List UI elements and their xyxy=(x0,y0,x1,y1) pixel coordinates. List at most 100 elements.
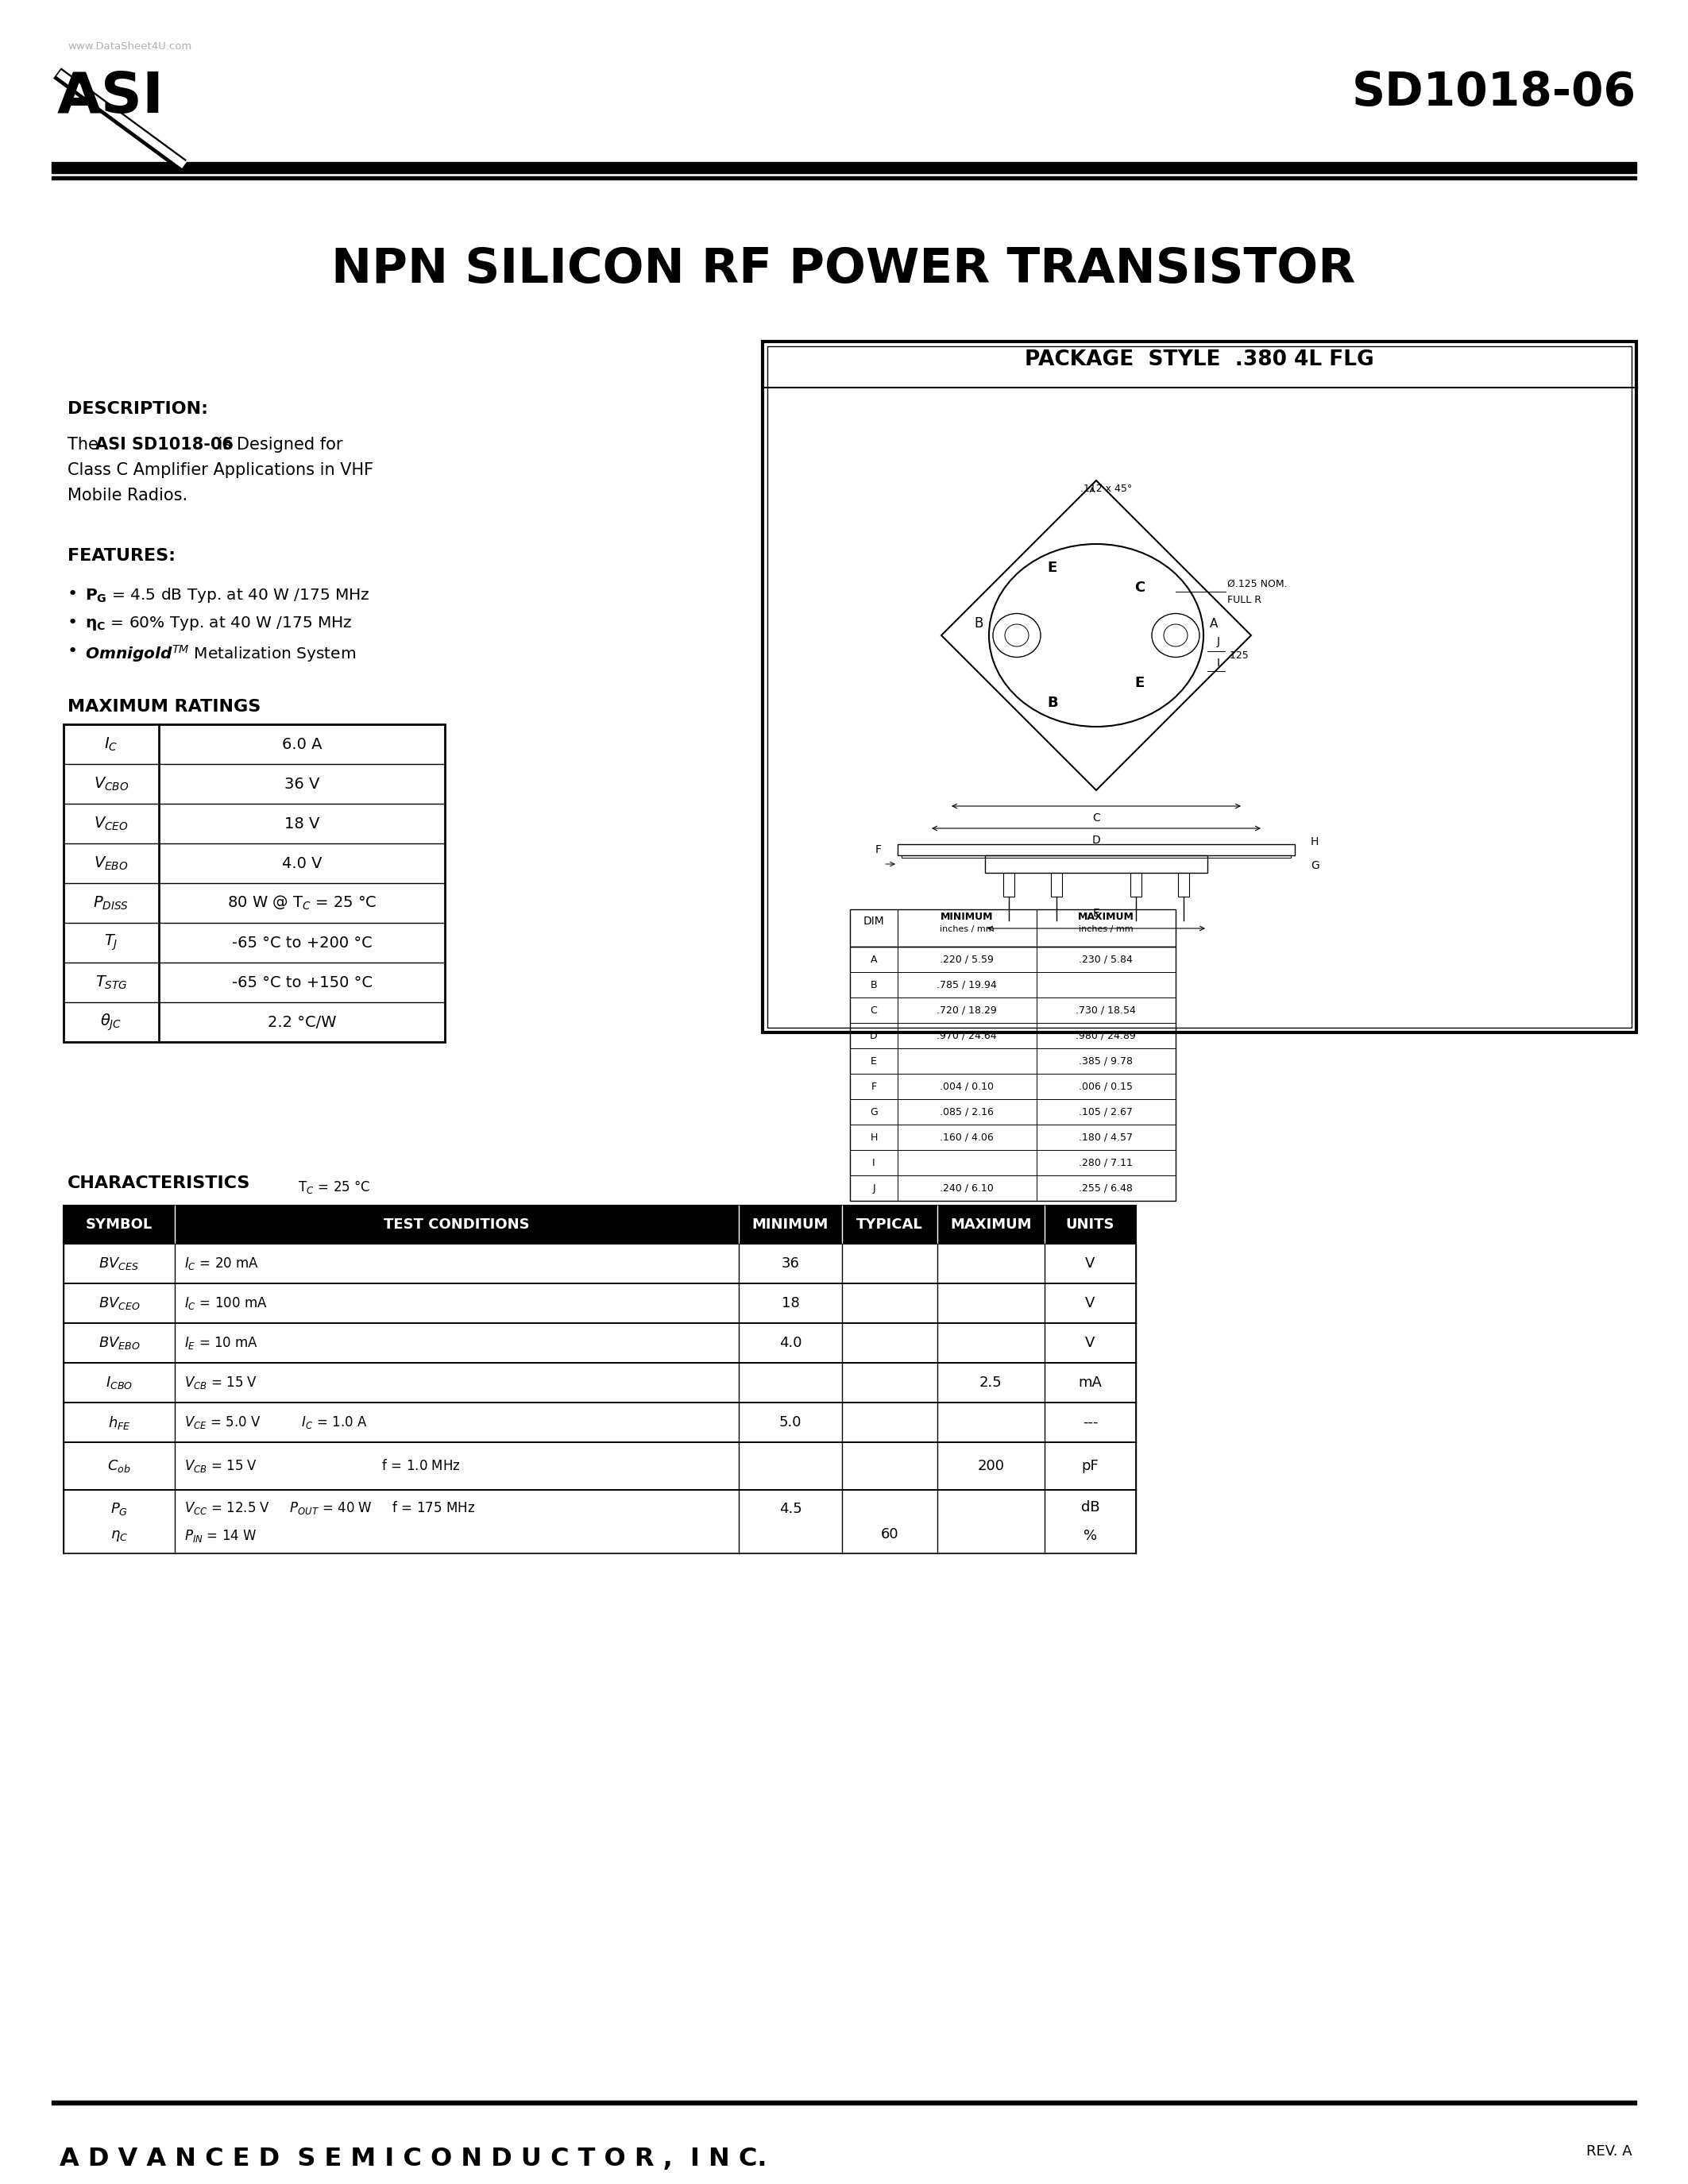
Text: $P_G$: $P_G$ xyxy=(110,1500,128,1518)
Text: Mobile Radios.: Mobile Radios. xyxy=(68,487,187,505)
Text: G: G xyxy=(869,1107,878,1116)
Text: $V_{EBO}$: $V_{EBO}$ xyxy=(95,854,128,871)
Text: C: C xyxy=(1092,812,1101,823)
Text: E: E xyxy=(1048,561,1057,574)
Text: $V_{CEO}$: $V_{CEO}$ xyxy=(95,815,128,832)
Bar xyxy=(64,1489,1136,1553)
Bar xyxy=(64,1363,1136,1402)
Text: -65 °C to +150 °C: -65 °C to +150 °C xyxy=(231,974,371,989)
Text: dB: dB xyxy=(1080,1500,1099,1516)
Text: E: E xyxy=(1092,909,1099,919)
Text: The: The xyxy=(68,437,103,452)
Text: CHARACTERISTICS: CHARACTERISTICS xyxy=(68,1175,250,1190)
Text: $V_{CE}$ = 5.0 V          $I_C$ = 1.0 A: $V_{CE}$ = 5.0 V $I_C$ = 1.0 A xyxy=(184,1415,368,1431)
Text: .385 / 9.78: .385 / 9.78 xyxy=(1079,1055,1133,1066)
Text: .730 / 18.54: .730 / 18.54 xyxy=(1075,1005,1136,1016)
Text: $\bfit{Omnigold}$$^{TM}$ Metalization System: $\bfit{Omnigold}$$^{TM}$ Metalization Sy… xyxy=(84,644,356,664)
Bar xyxy=(1003,874,1014,898)
Text: .980 / 24.89: .980 / 24.89 xyxy=(1075,1031,1136,1042)
Text: SD1018-06: SD1018-06 xyxy=(1352,70,1636,116)
Text: .125: .125 xyxy=(1227,651,1249,660)
Text: $\mathbf{\eta_C}$ = 60% Typ. at 40 W /175 MHz: $\mathbf{\eta_C}$ = 60% Typ. at 40 W /17… xyxy=(84,614,353,631)
Text: $I_E$ = 10 mA: $I_E$ = 10 mA xyxy=(184,1334,258,1352)
Text: 80 W @ T$_C$ = 25 °C: 80 W @ T$_C$ = 25 °C xyxy=(226,893,376,913)
Text: $I_C$ = 20 mA: $I_C$ = 20 mA xyxy=(184,1256,258,1271)
Text: $V_{CBO}$: $V_{CBO}$ xyxy=(93,775,128,793)
Bar xyxy=(1052,874,1062,898)
Text: A: A xyxy=(871,954,878,965)
Text: •: • xyxy=(68,644,78,660)
Text: V: V xyxy=(1085,1337,1096,1350)
Bar xyxy=(52,162,1636,173)
Text: .785 / 19.94: .785 / 19.94 xyxy=(937,981,998,989)
Bar xyxy=(898,845,1295,856)
Text: $\mathbf{P_G}$ = 4.5 dB Typ. at 40 W /175 MHz: $\mathbf{P_G}$ = 4.5 dB Typ. at 40 W /17… xyxy=(84,585,370,605)
Bar xyxy=(64,1206,1136,1243)
Text: 4.0: 4.0 xyxy=(780,1337,802,1350)
Text: $C_{ob}$: $C_{ob}$ xyxy=(108,1459,132,1474)
Text: .180 / 4.57: .180 / 4.57 xyxy=(1079,1131,1133,1142)
Bar xyxy=(986,856,1207,874)
Text: MAXIMUM: MAXIMUM xyxy=(1077,911,1134,922)
Text: Ø.125 NOM.: Ø.125 NOM. xyxy=(1227,579,1288,590)
Text: mA: mA xyxy=(1079,1376,1102,1389)
Bar xyxy=(1131,874,1141,898)
Text: $I_C$: $I_C$ xyxy=(105,736,118,753)
Bar xyxy=(64,725,446,1042)
Text: is Designed for: is Designed for xyxy=(213,437,343,452)
Text: MAXIMUM: MAXIMUM xyxy=(950,1216,1031,1232)
Text: 2.2 °C/W: 2.2 °C/W xyxy=(267,1016,336,1029)
Text: FULL R: FULL R xyxy=(1227,594,1261,605)
Text: UNITS: UNITS xyxy=(1065,1216,1114,1232)
Bar xyxy=(64,1324,1136,1363)
Bar xyxy=(52,177,1636,179)
Bar xyxy=(64,1441,1136,1489)
Text: pF: pF xyxy=(1082,1459,1099,1474)
Text: TEST CONDITIONS: TEST CONDITIONS xyxy=(383,1216,530,1232)
Text: •: • xyxy=(68,614,78,631)
Text: 6.0 A: 6.0 A xyxy=(282,736,322,751)
Text: inches / mm: inches / mm xyxy=(1079,926,1133,933)
Text: .230 / 5.84: .230 / 5.84 xyxy=(1079,954,1133,965)
Text: REV. A: REV. A xyxy=(1587,2145,1632,2158)
Text: B: B xyxy=(871,981,878,989)
Text: $BV_{EBO}$: $BV_{EBO}$ xyxy=(98,1334,140,1352)
Bar xyxy=(64,1284,1136,1324)
Text: V: V xyxy=(1085,1295,1096,1310)
Text: .160 / 4.06: .160 / 4.06 xyxy=(940,1131,994,1142)
Text: FEATURES:: FEATURES: xyxy=(68,548,176,563)
Text: .220 / 5.59: .220 / 5.59 xyxy=(940,954,994,965)
Text: $V_{CB}$ = 15 V: $V_{CB}$ = 15 V xyxy=(184,1374,258,1391)
Text: 36 V: 36 V xyxy=(284,775,319,791)
Text: V: V xyxy=(1085,1256,1096,1271)
Text: inches / mm: inches / mm xyxy=(940,926,994,933)
Text: 2.5: 2.5 xyxy=(979,1376,1003,1389)
Text: H: H xyxy=(869,1131,878,1142)
Text: C: C xyxy=(871,1005,878,1016)
Text: H: H xyxy=(1310,836,1318,847)
Text: E: E xyxy=(1134,675,1144,690)
Bar xyxy=(851,909,1175,946)
Text: A D V A N C E D  S E M I C O N D U C T O R ,  I N C.: A D V A N C E D S E M I C O N D U C T O … xyxy=(59,2147,766,2171)
Text: ---: --- xyxy=(1082,1415,1097,1431)
Bar xyxy=(851,946,1175,1201)
Text: $T_{STG}$: $T_{STG}$ xyxy=(95,974,127,992)
Text: E: E xyxy=(871,1055,878,1066)
Text: PACKAGE  STYLE  .380 4L FLG: PACKAGE STYLE .380 4L FLG xyxy=(1025,349,1374,369)
Text: G: G xyxy=(1310,860,1320,871)
Text: J: J xyxy=(873,1184,874,1192)
Text: %: % xyxy=(1084,1529,1097,1542)
Text: $P_{DISS}$: $P_{DISS}$ xyxy=(93,895,130,911)
Text: www.DataSheet4U.com: www.DataSheet4U.com xyxy=(68,41,192,52)
Text: .240 / 6.10: .240 / 6.10 xyxy=(940,1184,994,1192)
Text: C: C xyxy=(1134,581,1144,594)
Bar xyxy=(52,2101,1636,2105)
Bar xyxy=(901,856,1291,858)
Text: ASI: ASI xyxy=(57,70,164,124)
Text: I: I xyxy=(1217,657,1220,668)
Text: .006 / 0.15: .006 / 0.15 xyxy=(1079,1081,1133,1092)
Text: F: F xyxy=(871,1081,876,1092)
Text: $\theta_{JC}$: $\theta_{JC}$ xyxy=(100,1011,122,1033)
Text: 60: 60 xyxy=(881,1527,898,1542)
Text: T$_C$ = 25 °C: T$_C$ = 25 °C xyxy=(290,1179,370,1195)
